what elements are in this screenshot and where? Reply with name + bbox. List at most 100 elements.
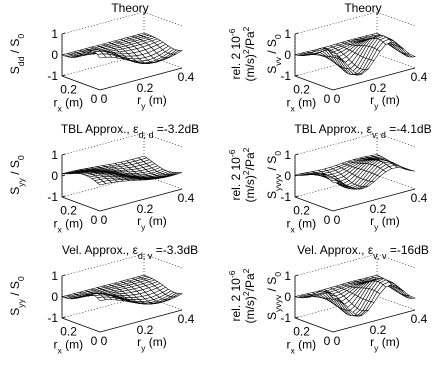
y-tick-label: 0.4 bbox=[411, 70, 428, 84]
z-tick bbox=[61, 74, 66, 77]
y-tick-label: 0 bbox=[101, 92, 108, 106]
y-axis bbox=[99, 67, 183, 91]
y-tick-label: 0 bbox=[101, 213, 108, 227]
y-tick-label: 0.4 bbox=[178, 70, 195, 84]
x-tick-label: 0 bbox=[324, 334, 331, 348]
y-tick-label: 0.2 bbox=[137, 81, 154, 95]
z-tick-label: -1 bbox=[280, 311, 291, 325]
box-edge bbox=[376, 132, 416, 148]
box-edge bbox=[61, 295, 145, 319]
z-tick-label: 0 bbox=[51, 290, 58, 304]
z-tick bbox=[294, 195, 299, 198]
box-edge bbox=[376, 53, 416, 69]
x-axis bbox=[61, 75, 101, 91]
x-tick-label: 0.2 bbox=[293, 204, 310, 218]
y-axis-label: ry (m) bbox=[137, 214, 167, 232]
x-tick-label: 0 bbox=[324, 92, 331, 106]
box-edge bbox=[61, 11, 145, 35]
y-tick-label: 0.4 bbox=[178, 191, 195, 205]
x-axis bbox=[294, 317, 334, 333]
box-edge bbox=[294, 174, 378, 198]
z-tick-label: 0 bbox=[284, 169, 291, 183]
x-axis bbox=[294, 196, 334, 212]
units-label: (m/s)2/Pa2 bbox=[241, 26, 257, 81]
surface-patch bbox=[329, 51, 340, 57]
x-tick-label: 0 bbox=[324, 213, 331, 227]
z-tick bbox=[294, 153, 299, 156]
z-tick bbox=[294, 274, 299, 277]
box-edge bbox=[376, 11, 416, 27]
y-axis-label: ry (m) bbox=[137, 335, 167, 353]
x-tick-label: 0.2 bbox=[293, 83, 310, 97]
units-label: rel. 2 10-6 bbox=[227, 149, 243, 200]
x-tick-label: 0.2 bbox=[293, 325, 310, 339]
panel-title: Theory bbox=[111, 1, 148, 15]
box-edge bbox=[61, 253, 145, 277]
y-axis bbox=[332, 188, 416, 212]
box-edge bbox=[61, 53, 145, 77]
panel-title: Vel. Approx., εd, v =-3.3dB bbox=[62, 243, 198, 261]
z-axis-label: Syy / S0 bbox=[8, 155, 26, 195]
y-axis bbox=[99, 309, 183, 333]
panel-title: TBL Approx., εd, d =-3.2dB bbox=[61, 122, 199, 140]
y-tick-label: 0.4 bbox=[178, 312, 195, 326]
y-axis-label: ry (m) bbox=[370, 93, 400, 111]
box-edge bbox=[294, 253, 378, 277]
surface-panel-5: 10-10.20 00.20.4rx (m) ry (m)Vel. Approx.,… bbox=[8, 243, 198, 356]
units-label: (m/s)2/Pa2 bbox=[241, 268, 257, 323]
z-tick-label: 1 bbox=[51, 148, 58, 162]
box-edge bbox=[294, 132, 378, 156]
x-axis-label: rx (m) bbox=[54, 217, 84, 235]
box-edge bbox=[294, 295, 378, 319]
units-label: rel. 2 10-6 bbox=[227, 28, 243, 79]
x-tick-label: 0 bbox=[91, 334, 98, 348]
z-tick-label: 0 bbox=[284, 290, 291, 304]
y-axis-label: ry (m) bbox=[137, 93, 167, 111]
z-tick-label: -1 bbox=[47, 190, 58, 204]
z-tick-label: -1 bbox=[280, 69, 291, 83]
x-tick-label: 0.2 bbox=[60, 83, 77, 97]
units-label: (m/s)2/Pa2 bbox=[241, 147, 257, 202]
surface-panel-4: 10-10.20 00.20.4rx (m) ry (m)TBL Approx., … bbox=[227, 122, 432, 235]
z-axis-label: Svv / S0 bbox=[265, 34, 283, 74]
box-edge bbox=[376, 253, 416, 269]
z-axis-label: Syvyv / S0 bbox=[265, 272, 283, 320]
y-tick-label: 0.4 bbox=[411, 312, 428, 326]
y-tick-label: 0.4 bbox=[411, 191, 428, 205]
z-tick-label: 0 bbox=[51, 169, 58, 183]
z-axis-label: Syvyv / S0 bbox=[265, 151, 283, 199]
y-tick-label: 0.2 bbox=[370, 202, 387, 216]
z-tick-label: -1 bbox=[47, 311, 58, 325]
z-tick-label: 0 bbox=[284, 48, 291, 62]
x-axis-label: rx (m) bbox=[287, 96, 317, 114]
x-axis bbox=[61, 317, 101, 333]
z-tick bbox=[61, 195, 66, 198]
surface-patch bbox=[329, 179, 340, 183]
x-tick-label: 0.2 bbox=[60, 204, 77, 218]
y-axis bbox=[332, 309, 416, 333]
surface-patch bbox=[96, 181, 107, 186]
z-axis-label: Sdd / S0 bbox=[8, 34, 26, 75]
y-axis bbox=[99, 188, 183, 212]
y-axis-label: ry (m) bbox=[370, 214, 400, 232]
z-tick bbox=[61, 32, 66, 35]
x-tick-label: 0.2 bbox=[60, 325, 77, 339]
z-tick bbox=[61, 174, 66, 177]
z-tick-label: 1 bbox=[284, 269, 291, 283]
x-axis bbox=[61, 196, 101, 212]
box-edge bbox=[143, 253, 183, 269]
surface-panel-3: 10-10.20 00.20.4rx (m) ry (m)TBL Approx., … bbox=[8, 122, 199, 235]
y-tick-label: 0.2 bbox=[137, 202, 154, 216]
surface-panel-6: 10-10.20 00.20.4rx (m) ry (m)Vel. Approx.,… bbox=[227, 243, 429, 356]
z-tick-label: 0 bbox=[51, 48, 58, 62]
y-axis bbox=[332, 67, 416, 91]
x-axis-label: rx (m) bbox=[287, 217, 317, 235]
box-edge bbox=[61, 132, 145, 156]
panel-title: Theory bbox=[344, 1, 381, 15]
y-tick-label: 0 bbox=[334, 334, 341, 348]
surface-patch bbox=[96, 296, 107, 301]
z-tick bbox=[61, 274, 66, 277]
x-axis-label: rx (m) bbox=[54, 338, 84, 356]
x-axis-label: rx (m) bbox=[287, 338, 317, 356]
z-tick-label: 1 bbox=[51, 27, 58, 41]
